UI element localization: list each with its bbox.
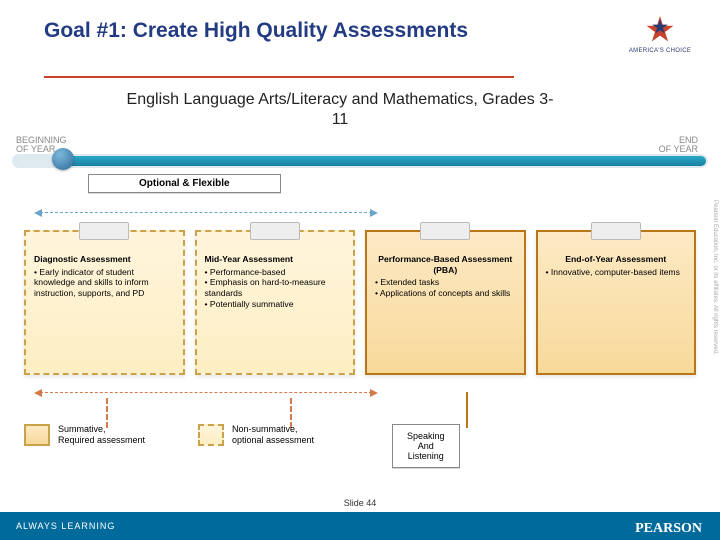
swatch-required	[24, 424, 50, 446]
timeline-fill	[60, 156, 706, 166]
legend-optional-text: Non-summative, optional assessment	[232, 424, 314, 446]
page-title: Goal #1: Create High Quality Assessments	[44, 18, 544, 43]
footer-left: ALWAYS LEARNING	[16, 521, 115, 531]
flexible-window-arrow-bottom	[40, 392, 372, 393]
legend-required-text: Summative, Required assessment	[58, 424, 145, 446]
card-body: • Extended tasks • Applications of conce…	[375, 277, 516, 298]
card-head: Mid-Year Assessment	[205, 254, 346, 265]
optional-flexible-label: Optional & Flexible	[88, 174, 281, 193]
card-body: • Performance-based • Emphasis on hard-t…	[205, 267, 346, 310]
speaking-listening-box: Speaking And Listening	[392, 424, 460, 468]
legend-optional: Non-summative, optional assessment	[198, 424, 378, 446]
flexible-window-arrow-top	[40, 212, 372, 213]
card-head: End-of-Year Assessment	[546, 254, 687, 265]
timeline-knob	[52, 148, 74, 170]
slide-number: Slide 44	[0, 498, 720, 508]
assessment-cards: Diagnostic Assessment • Early indicator …	[24, 230, 696, 375]
card-head: Diagnostic Assessment	[34, 254, 175, 265]
clipboard-icon	[591, 222, 641, 240]
americas-choice-logo: AMERICA'S CHOICE	[628, 16, 692, 54]
card-midyear: Mid-Year Assessment • Performance-based …	[195, 230, 356, 375]
title-rule	[44, 76, 514, 78]
legend-row: Summative, Required assessment Non-summa…	[24, 424, 696, 468]
footer-bar: ALWAYS LEARNING	[0, 512, 720, 540]
axis-label-end: ENDOF YEAR	[659, 136, 698, 154]
card-eoy: End-of-Year Assessment • Innovative, com…	[536, 230, 697, 375]
connector-pba	[466, 392, 468, 428]
logo-text: AMERICA'S CHOICE	[628, 48, 692, 54]
legend-required: Summative, Required assessment	[24, 424, 184, 446]
card-diagnostic: Diagnostic Assessment • Early indicator …	[24, 230, 185, 375]
clipboard-icon	[420, 222, 470, 240]
card-body: • Innovative, computer-based items	[546, 267, 687, 278]
copyright-text: Pearson Education, Inc. or its affiliate…	[709, 200, 718, 440]
pearson-logo: PEARSON	[635, 521, 702, 537]
card-pba: Performance-Based Assessment (PBA) • Ext…	[365, 230, 526, 375]
clipboard-icon	[250, 222, 300, 240]
subtitle: English Language Arts/Literacy and Mathe…	[120, 90, 560, 130]
card-body: • Early indicator of student knowledge a…	[34, 267, 175, 299]
card-head: Performance-Based Assessment (PBA)	[375, 254, 516, 275]
swatch-optional	[198, 424, 224, 446]
clipboard-icon	[79, 222, 129, 240]
